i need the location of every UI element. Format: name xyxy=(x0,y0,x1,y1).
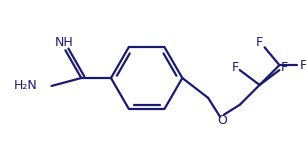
Text: F: F xyxy=(231,61,238,74)
Text: H₂N: H₂N xyxy=(14,80,38,92)
Text: F: F xyxy=(256,36,263,49)
Text: O: O xyxy=(217,114,227,127)
Text: NH: NH xyxy=(55,36,74,49)
Text: F: F xyxy=(300,59,306,72)
Text: F: F xyxy=(281,61,288,74)
